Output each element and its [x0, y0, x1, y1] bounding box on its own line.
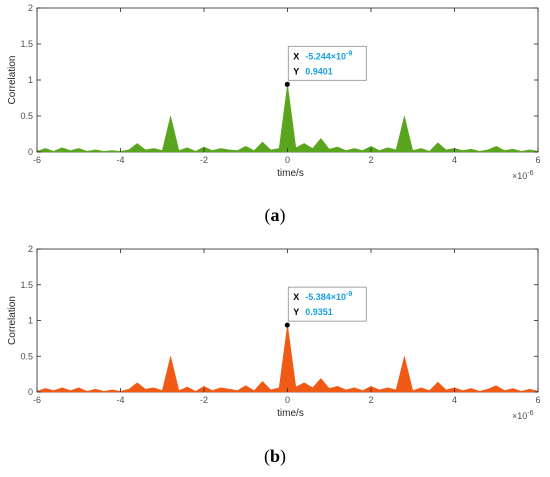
- y-tick-label: 1: [28, 316, 33, 326]
- datatip-x-key: X: [293, 292, 299, 302]
- datatip-y-key: Y: [293, 307, 299, 317]
- panel-label-close: ): [280, 446, 286, 467]
- panel-label-open: (: [264, 446, 270, 467]
- x-axis-label: time/s: [277, 408, 304, 419]
- datatip-y-value: 0.9351: [305, 307, 333, 317]
- x-tick-label: -4: [116, 395, 124, 405]
- datatip-x-mantissa: -5.384×10: [305, 292, 346, 302]
- datatip-marker: [284, 81, 290, 87]
- x-tick-label: 4: [452, 395, 457, 405]
- panel-label-letter: b: [270, 446, 280, 466]
- y-axis-label: Correlation: [7, 56, 18, 105]
- datatip-y-key: Y: [293, 66, 299, 76]
- panel-label-close: ): [280, 205, 286, 226]
- datatip-x-value: -5.244×10-9: [305, 50, 352, 61]
- y-tick-label: 1.5: [20, 280, 33, 290]
- x-tick-label: -4: [116, 155, 124, 165]
- x-tick-label: 0: [285, 155, 290, 165]
- x-tick-label: -6: [33, 395, 41, 405]
- area-series: [36, 324, 539, 393]
- y-axis-label: Correlation: [7, 296, 18, 345]
- datatip-x-exponent: -9: [346, 291, 352, 298]
- chart-panel-a: 00.511.52-6 -4 -2 0 2 4 6time/sCorrelation×10-…: [7, 3, 541, 226]
- y-tick-label: 0: [28, 147, 33, 157]
- x-tick-label: 2: [368, 395, 373, 405]
- y-tick-label: 0.5: [20, 351, 33, 361]
- panel-label: (b): [264, 446, 286, 467]
- panel-label-open: (: [265, 205, 271, 226]
- datatip-box: [287, 45, 367, 81]
- x-axis-multiplier: ×10-6: [512, 170, 534, 181]
- multiplier-exponent: -6: [527, 170, 533, 177]
- y-tick-label: 2: [28, 3, 33, 13]
- x-tick-label: 2: [368, 155, 373, 165]
- multiplier-base: ×10: [512, 171, 527, 181]
- datatip-x-mantissa: -5.244×10: [305, 51, 346, 61]
- y-tick-label: 1.5: [20, 39, 33, 49]
- x-tick-label: -2: [200, 395, 208, 405]
- x-tick-label: 6: [535, 155, 540, 165]
- datatip-x-key: X: [293, 51, 299, 61]
- y-tick-label: 0.5: [20, 111, 33, 121]
- x-tick-label: 0: [285, 395, 290, 405]
- panel-label-letter: a: [271, 205, 280, 225]
- panel-label: (a): [265, 205, 286, 226]
- x-tick-label: 6: [535, 395, 540, 405]
- x-axis-multiplier: ×10-6: [512, 410, 534, 421]
- multiplier-exponent: -6: [527, 410, 533, 417]
- y-tick-label: 2: [28, 244, 33, 254]
- x-tick-label: -6: [33, 155, 41, 165]
- x-tick-label: 4: [452, 155, 457, 165]
- datatip-x-value: -5.384×10-9: [305, 291, 352, 302]
- x-axis-label: time/s: [277, 168, 304, 179]
- datatip-x-exponent: -9: [346, 50, 352, 57]
- x-tick-label: -2: [200, 155, 208, 165]
- datatip-marker: [284, 322, 290, 328]
- datatip-box: [287, 286, 367, 322]
- multiplier-base: ×10: [512, 411, 527, 421]
- datatip-y-value: 0.9401: [305, 66, 333, 76]
- area-series: [36, 84, 539, 153]
- y-tick-label: 1: [28, 75, 33, 85]
- y-tick-label: 0: [28, 387, 33, 397]
- chart-panel-b: 00.511.52-6 -4 -2 0 2 4 6time/sCorrelation×10-…: [7, 244, 541, 467]
